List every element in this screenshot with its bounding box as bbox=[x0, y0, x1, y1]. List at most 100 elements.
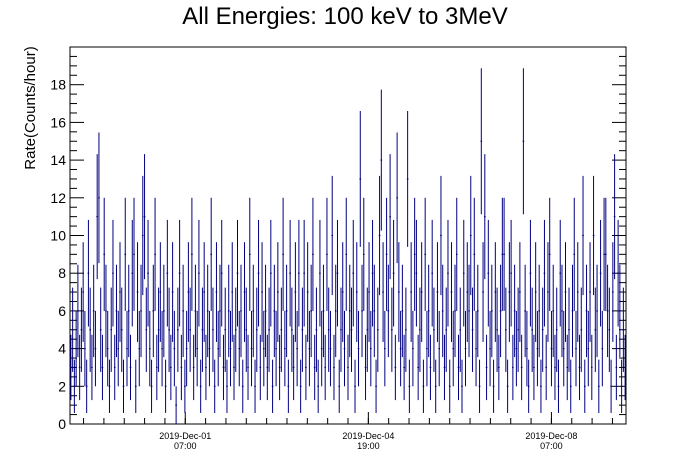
data-point bbox=[205, 334, 207, 401]
data-point bbox=[371, 219, 374, 327]
data-point bbox=[487, 219, 490, 327]
data-point bbox=[522, 68, 525, 215]
data-point bbox=[338, 359, 341, 413]
data-point bbox=[149, 310, 151, 387]
data-point bbox=[582, 175, 584, 296]
data-point bbox=[133, 197, 135, 311]
data-point bbox=[417, 334, 419, 401]
data-point bbox=[78, 334, 81, 401]
data-point bbox=[541, 287, 544, 372]
x-tick-label-date: 2019-Dec-01 bbox=[159, 431, 211, 441]
x-tick-label-date: 2019-Dec-08 bbox=[525, 431, 577, 441]
data-point bbox=[396, 132, 398, 264]
data-point bbox=[117, 310, 120, 387]
data-point bbox=[422, 359, 425, 413]
y-axis-label: Rate(Counts/hour) bbox=[22, 46, 39, 169]
data-point bbox=[103, 197, 106, 311]
data-point bbox=[324, 334, 326, 401]
data-point bbox=[189, 287, 191, 372]
data-point bbox=[513, 264, 516, 358]
data-point bbox=[378, 175, 381, 296]
data-point bbox=[124, 197, 127, 311]
data-point bbox=[494, 242, 497, 342]
data-point bbox=[94, 310, 97, 387]
y-tick-label: 18 bbox=[50, 77, 66, 93]
data-point bbox=[426, 310, 428, 387]
data-point bbox=[496, 287, 498, 372]
data-point bbox=[566, 334, 569, 401]
data-point bbox=[347, 334, 349, 401]
data-point bbox=[469, 175, 472, 296]
data-point bbox=[391, 287, 393, 372]
data-point bbox=[359, 110, 362, 247]
data-point bbox=[615, 334, 618, 401]
data-point bbox=[250, 310, 253, 387]
data-point bbox=[331, 175, 334, 296]
data-point bbox=[191, 197, 193, 311]
data-point bbox=[208, 310, 211, 387]
data-point bbox=[466, 242, 469, 342]
data-point bbox=[524, 264, 526, 358]
data-point bbox=[564, 242, 567, 342]
data-point bbox=[201, 287, 204, 372]
data-point bbox=[612, 242, 614, 342]
data-point bbox=[610, 359, 612, 413]
data-point bbox=[398, 242, 400, 342]
data-point bbox=[299, 359, 302, 413]
data-point bbox=[91, 334, 93, 401]
data-point bbox=[115, 264, 118, 358]
data-point bbox=[352, 219, 355, 327]
data-point bbox=[552, 264, 555, 358]
x-tick-label-time: 07:00 bbox=[174, 441, 197, 451]
data-point bbox=[273, 264, 276, 358]
data-point bbox=[263, 310, 265, 387]
data-point bbox=[177, 287, 179, 372]
data-point bbox=[73, 359, 76, 413]
data-point bbox=[329, 310, 332, 387]
data-point bbox=[127, 264, 130, 358]
data-point bbox=[280, 287, 283, 372]
data-point bbox=[270, 219, 272, 327]
data-point bbox=[236, 219, 239, 327]
data-point bbox=[515, 310, 518, 387]
data-point bbox=[601, 310, 604, 387]
data-point bbox=[406, 110, 409, 247]
data-point bbox=[583, 359, 586, 413]
data-point bbox=[517, 287, 519, 372]
data-point bbox=[219, 264, 221, 358]
data-point bbox=[136, 242, 139, 342]
data-point bbox=[603, 197, 605, 311]
data-points bbox=[70, 68, 626, 424]
data-point bbox=[413, 197, 416, 311]
data-point bbox=[182, 264, 184, 358]
data-point bbox=[410, 242, 412, 342]
data-point bbox=[268, 287, 270, 372]
data-point bbox=[217, 310, 220, 387]
data-point bbox=[575, 310, 577, 387]
data-point bbox=[238, 310, 241, 387]
data-point bbox=[327, 287, 330, 372]
data-point bbox=[173, 310, 176, 387]
data-point bbox=[434, 359, 437, 413]
x-tick-label-date: 2019-Dec-04 bbox=[342, 431, 394, 441]
data-point bbox=[240, 264, 242, 358]
data-point bbox=[92, 264, 95, 358]
data-point bbox=[108, 359, 111, 413]
data-point bbox=[264, 264, 267, 358]
data-point bbox=[526, 310, 528, 387]
data-point bbox=[491, 264, 493, 358]
data-point bbox=[380, 89, 383, 231]
data-point bbox=[166, 219, 169, 327]
data-point bbox=[354, 359, 356, 413]
y-tick-label: 0 bbox=[58, 416, 66, 432]
data-point bbox=[233, 334, 235, 401]
data-point bbox=[96, 154, 98, 280]
data-point bbox=[206, 264, 209, 358]
data-point bbox=[370, 310, 372, 387]
data-point bbox=[545, 334, 547, 401]
data-point bbox=[341, 242, 344, 342]
data-point bbox=[282, 197, 284, 311]
data-point bbox=[594, 287, 597, 372]
data-point bbox=[415, 219, 418, 327]
data-point bbox=[573, 197, 576, 311]
